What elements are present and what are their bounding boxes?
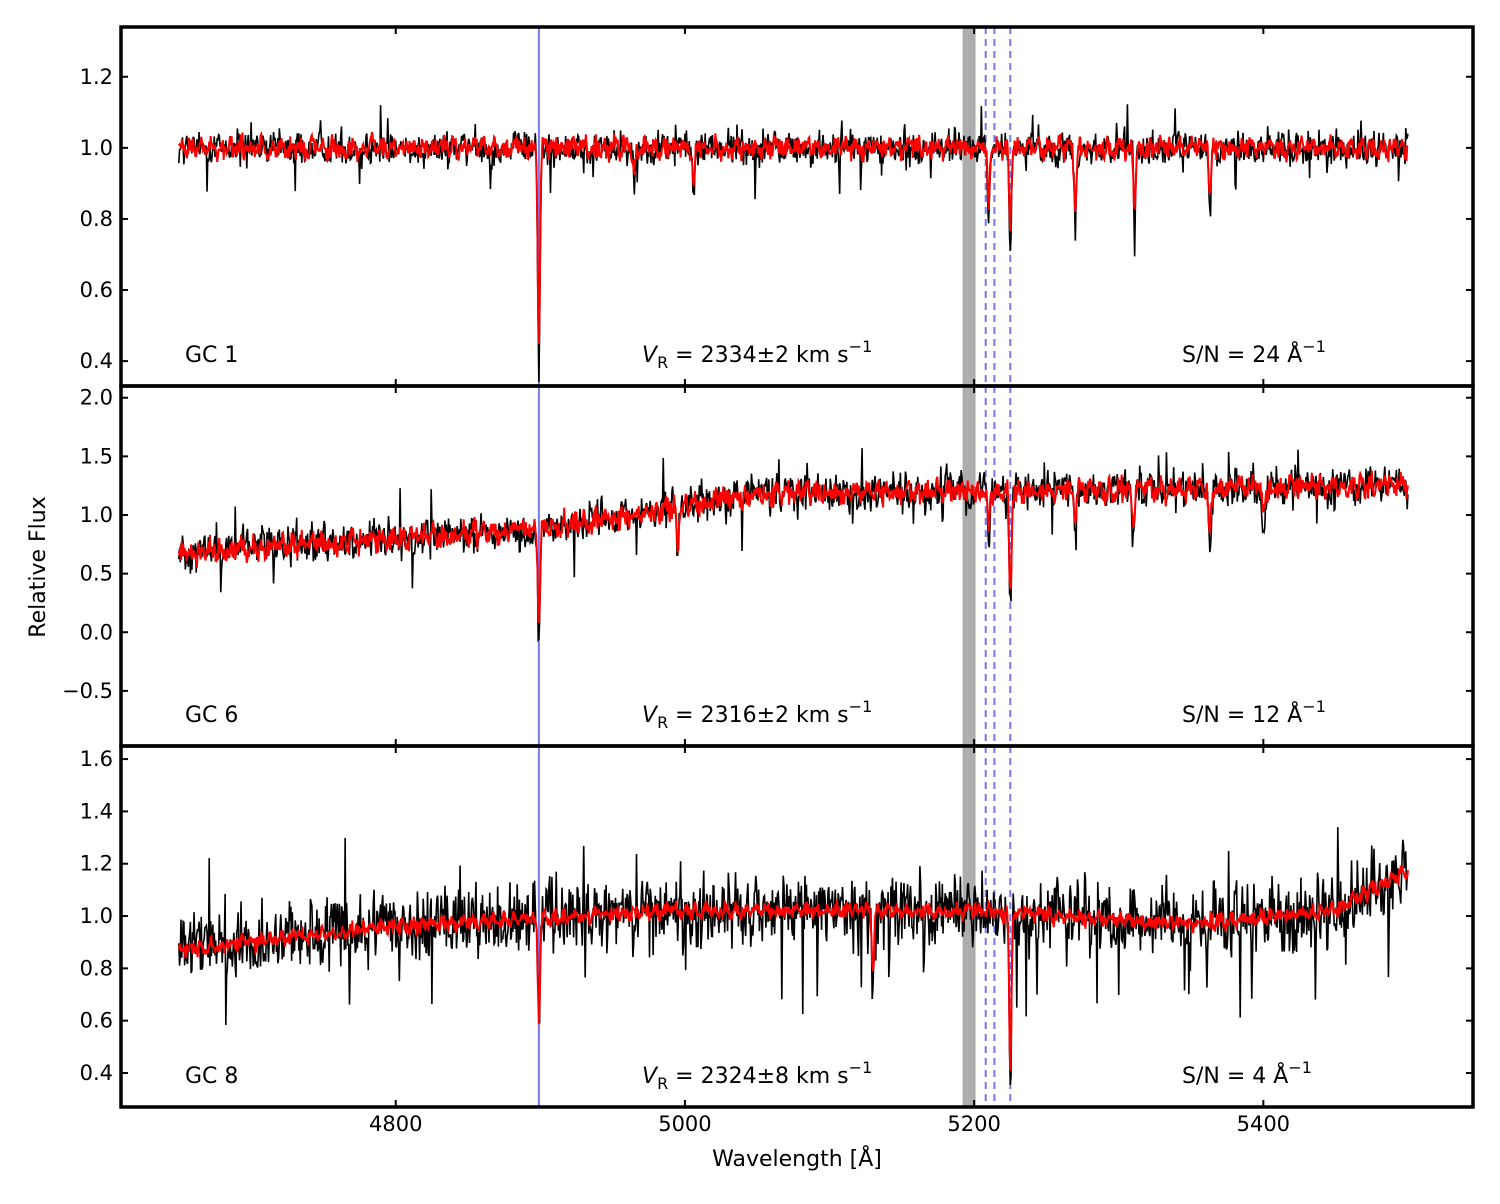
- panel-label: GC 1: [185, 343, 238, 368]
- x-axis-title: Wavelength [Å]: [712, 1145, 882, 1172]
- signal-to-noise-annotation: S/N = 12 Å−1: [1182, 697, 1326, 728]
- signal-to-noise-annotation: S/N = 4 Å−1: [1182, 1058, 1312, 1089]
- y-tick-label: 0.6: [80, 1009, 113, 1033]
- x-tick-label: 5200: [947, 1112, 1000, 1136]
- y-tick-label: 0.8: [80, 207, 113, 231]
- y-tick-label: 2.0: [80, 386, 113, 410]
- y-tick-label: 0.8: [80, 956, 113, 980]
- y-tick-label: 1.6: [80, 747, 113, 771]
- panel-3: 0.4 0.6 0.8 1.0 1.2 1.4 1.6 GC 8 VR = 2324±8 km …: [80, 744, 1475, 1109]
- velocity-annotation: VR = 2324±8 km s−1: [642, 1058, 872, 1093]
- y-tick-label: 0.4: [80, 1061, 113, 1085]
- y-tick-label: 1.2: [80, 65, 113, 89]
- velocity-annotation: VR = 2316±2 km s−1: [642, 697, 872, 732]
- y-tick-label: 1.0: [80, 503, 113, 527]
- panel-label: GC 6: [185, 703, 238, 728]
- model-spectrum-line: [178, 130, 1409, 345]
- y-tick-label: 0.0: [80, 620, 113, 644]
- y-tick-label: 1.5: [80, 444, 113, 468]
- panel-label: GC 8: [185, 1064, 238, 1089]
- masked-region-band: [962, 746, 976, 1107]
- observed-spectrum-line: [178, 448, 1409, 643]
- observed-spectrum-line: [178, 827, 1409, 1086]
- y-tick-label: 1.0: [80, 136, 113, 160]
- y-tick-label: 1.0: [80, 904, 113, 928]
- y-tick-label: 0.5: [80, 562, 113, 586]
- y-tick-label: 1.4: [80, 799, 113, 823]
- velocity-annotation: VR = 2334±2 km s−1: [642, 337, 872, 372]
- masked-region-band: [962, 27, 976, 386]
- model-spectrum-line: [177, 470, 1409, 623]
- panel-frame: [119, 744, 1475, 1109]
- panel-2: −0.5 0.0 0.5 1.0 1.5 2.0 GC 6 VR = 2316±2 km s−…: [62, 384, 1475, 748]
- panel-frame: [119, 25, 1475, 388]
- masked-region-band: [962, 386, 976, 746]
- y-tick-label: 0.6: [80, 278, 113, 302]
- y-tick-label: 0.4: [80, 349, 113, 373]
- panel-frame: [119, 384, 1475, 748]
- x-tick-label: 5000: [658, 1112, 711, 1136]
- signal-to-noise-annotation: S/N = 24 Å−1: [1182, 337, 1326, 368]
- x-tick-label: 4800: [369, 1112, 422, 1136]
- y-tick-label: −0.5: [62, 679, 113, 703]
- y-axis-title: Relative Flux: [26, 496, 51, 637]
- panel-1: 0.4 0.6 0.8 1.0 1.2 GC 1 VR = 2334±2 km s−1 S/N…: [80, 25, 1475, 388]
- model-spectrum-line: [177, 865, 1409, 1071]
- x-tick-label: 5400: [1237, 1112, 1290, 1136]
- y-tick-label: 1.2: [80, 852, 113, 876]
